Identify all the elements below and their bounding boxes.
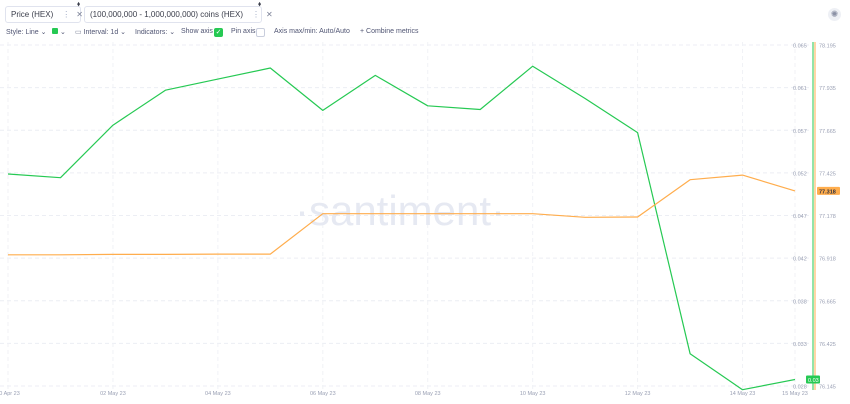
x-axis-tick-label: 06 May 23 [310, 391, 336, 397]
right-axis-tick-label: 76.425 [819, 342, 836, 348]
x-axis-tick-label: 30 Apr 23 [0, 391, 20, 397]
x-axis-tick-label: 08 May 23 [415, 391, 441, 397]
metric-label: (100,000,000 - 1,000,000,000) coins (HEX… [90, 10, 243, 19]
data-point [637, 132, 639, 134]
more-options-icon[interactable]: ⋮ [62, 10, 71, 19]
right-axis-tick-label: 77.425 [819, 171, 836, 177]
series-line-coins [8, 174, 796, 256]
current-value-left: 0.03 [808, 378, 819, 384]
data-point [270, 253, 272, 255]
data-point [322, 213, 324, 215]
x-axis-tick-label: 04 May 23 [205, 391, 231, 397]
left-axis-tick-label: 0.065 [793, 44, 807, 50]
data-point [427, 105, 429, 107]
axis-max-min-dropdown[interactable]: Axis max/min: Auto/Auto [274, 28, 350, 35]
current-value-badge-right [817, 186, 840, 195]
data-point [112, 124, 114, 126]
series-line-price [7, 65, 796, 391]
metric-chip-coins[interactable]: (100,000,000 - 1,000,000,000) coins (HEX… [84, 6, 273, 23]
indicators-dropdown[interactable]: Indicators: ⌄ [135, 29, 176, 36]
close-icon[interactable]: ✕ [76, 10, 83, 19]
data-point [689, 179, 691, 181]
left-axis-tick-label: 0.052 [793, 171, 807, 177]
data-point [584, 217, 586, 219]
left-axis-tick-label: 0.028 [793, 385, 807, 391]
color-dropdown[interactable]: ⌄ [52, 28, 66, 36]
right-axis-tick-label: 77.935 [819, 86, 836, 92]
left-axis-tick-label: 0.038 [793, 299, 807, 305]
x-axis-tick-label: 02 May 23 [100, 391, 126, 397]
data-point [532, 65, 534, 67]
settings-icon[interactable]: ✺ [828, 8, 841, 21]
data-point [794, 379, 796, 381]
data-point [322, 110, 324, 112]
pin-icon[interactable]: ⬧ [258, 1, 262, 8]
data-point [7, 173, 9, 175]
close-icon[interactable]: ✕ [265, 10, 273, 19]
more-options-icon[interactable]: ⋮ [251, 10, 260, 19]
data-point [689, 353, 691, 355]
pin-axis-label: Pin axis [231, 28, 256, 35]
style-dropdown[interactable]: Style: Line ⌄ [6, 29, 47, 36]
calendar-icon: ▭ [75, 29, 82, 36]
show-axis-label: Show axis [181, 28, 213, 35]
data-point [374, 75, 376, 77]
combine-metrics-button[interactable]: + Combine metrics [360, 28, 419, 35]
right-axis-tick-label: 77.665 [819, 129, 836, 135]
data-point [270, 67, 272, 69]
metric-chip-price[interactable]: Price (HEX) ⋮ ✕ [5, 6, 83, 23]
x-axis-tick-label: 15 May 23 [782, 391, 808, 397]
x-axis-tick-label: 10 May 23 [520, 391, 546, 397]
left-axis-tick-label: 0.033 [793, 342, 807, 348]
data-point [217, 78, 219, 80]
data-point [584, 98, 586, 100]
data-point [479, 213, 481, 215]
chart-toolbar: Style: Line ⌄ ⌄ ▭ Interval: 1d ⌄ Indicat… [0, 28, 850, 42]
data-point [427, 213, 429, 215]
left-axis-tick-label: 0.061 [793, 86, 807, 92]
right-axis-tick-label: 76.145 [819, 385, 836, 391]
right-axis-tick-label: 76.665 [819, 299, 836, 305]
metrics-bar: Price (HEX) ⋮ ✕ ⬧ (100,000,000 - 1,000,0… [0, 0, 850, 28]
current-value-badge-left [806, 375, 820, 384]
right-axis-tick-label: 76.918 [819, 257, 836, 263]
data-point [112, 254, 114, 256]
data-point [532, 213, 534, 215]
data-point [217, 253, 219, 255]
data-point [637, 216, 639, 218]
show-axis-checkbox[interactable]: ✓ [214, 28, 223, 37]
data-point [60, 177, 62, 179]
metric-label: Price (HEX) [11, 10, 54, 19]
pin-axis-checkbox[interactable] [256, 28, 265, 37]
x-axis-tick-label: 12 May 23 [625, 391, 651, 397]
left-axis-tick-label: 0.042 [793, 257, 807, 263]
data-point [479, 109, 481, 111]
data-point [7, 254, 9, 256]
interval-dropdown[interactable]: ▭ Interval: 1d ⌄ [75, 29, 127, 36]
right-axis-tick-label: 77.178 [819, 214, 836, 220]
data-point [60, 254, 62, 256]
right-axis-tick-label: 78.195 [819, 44, 836, 50]
data-point [794, 190, 796, 192]
x-axis-tick-label: 14 May 23 [730, 391, 756, 397]
current-value-right: 77.318 [819, 189, 836, 195]
watermark: ·santiment· [295, 187, 505, 234]
data-point [742, 174, 744, 176]
pin-icon[interactable]: ⬧ [77, 1, 81, 8]
left-axis-tick-label: 0.057 [793, 129, 807, 135]
data-point [742, 389, 744, 391]
data-point [374, 213, 376, 215]
data-point [165, 254, 167, 256]
grid-lines [0, 42, 812, 390]
color-swatch [52, 28, 58, 34]
left-axis-tick-label: 0.047 [793, 214, 807, 220]
data-point [165, 89, 167, 91]
